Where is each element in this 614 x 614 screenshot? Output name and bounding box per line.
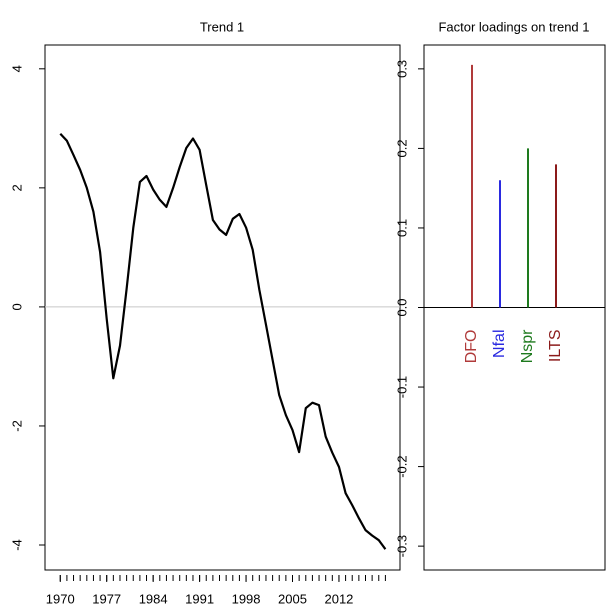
x-tick-label: 1991 [185, 591, 214, 606]
y-tick-label: -0.1 [394, 376, 409, 398]
x-tick-label: 1998 [232, 591, 261, 606]
x-tick-label: 1970 [46, 591, 75, 606]
y-tick-label: 0.1 [394, 219, 409, 237]
chart-title: Factor loadings on trend 1 [438, 19, 589, 34]
x-tick-label: 2005 [278, 591, 307, 606]
y-tick-label: 2 [9, 184, 24, 191]
y-tick-label: -0.3 [394, 535, 409, 557]
trend-line [59, 132, 387, 550]
category-label: DFO [463, 330, 480, 364]
chart-title: Trend 1 [200, 19, 244, 34]
y-tick-label: 0.3 [394, 60, 409, 78]
y-tick-label: 0 [9, 303, 24, 310]
y-tick-label: 0.2 [394, 139, 409, 157]
y-tick-label: -2 [9, 420, 24, 432]
x-tick-label: 1977 [92, 591, 121, 606]
plot-frame [44, 44, 401, 571]
y-tick-label: -4 [9, 539, 24, 551]
x-tick-label: 1984 [139, 591, 168, 606]
x-tick-label: 2012 [324, 591, 353, 606]
category-label: Nfal [491, 330, 508, 358]
category-label: Nspr [519, 329, 536, 363]
category-label: ILTS [547, 330, 564, 363]
y-tick-label: -0.2 [394, 455, 409, 477]
y-tick-label: 4 [9, 65, 24, 72]
y-tick-label: 0.0 [394, 298, 409, 316]
